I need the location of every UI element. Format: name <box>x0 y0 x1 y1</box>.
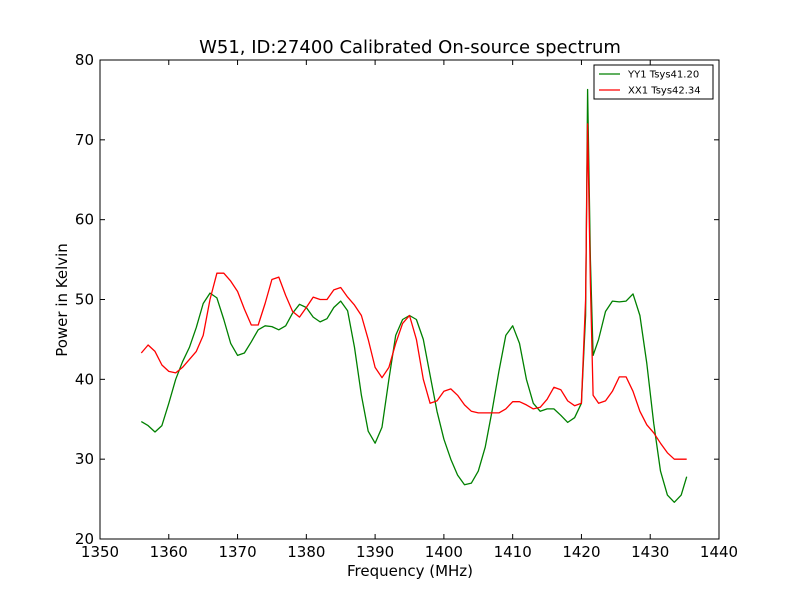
x-tick-label: 1410 <box>494 543 532 561</box>
series-line-0 <box>140 88 688 503</box>
x-tick-label: 1440 <box>700 543 738 561</box>
x-tick-label: 1370 <box>218 543 256 561</box>
y-tick-label: 60 <box>75 211 94 229</box>
legend-label-yy1: YY1 Tsys41.20 <box>627 70 699 81</box>
x-tick-label: 1390 <box>356 543 394 561</box>
x-axis-ticks: 1350 1360 1370 1380 1390 1400 1410 1420 1430 1440 <box>81 60 738 561</box>
y-tick-label: 20 <box>75 530 94 548</box>
x-tick-label: 1380 <box>287 543 325 561</box>
x-axis-label: Frequency (MHz) <box>347 562 473 580</box>
legend-label-xx1: XX1 Tsys42.34 <box>628 86 701 97</box>
legend: YY1 Tsys41.20 XX1 Tsys42.34 <box>593 64 714 100</box>
y-tick-label: 30 <box>75 450 94 468</box>
series-line-1 <box>140 123 687 460</box>
y-tick-label: 40 <box>75 370 94 388</box>
x-tick-label: 1350 <box>81 543 119 561</box>
x-tick-label: 1360 <box>150 543 188 561</box>
x-tick-label: 1400 <box>425 543 463 561</box>
x-tick-label: 1420 <box>562 543 600 561</box>
x-tick-label: 1430 <box>631 543 669 561</box>
y-axis-label: Power in Kelvin <box>53 243 71 357</box>
y-tick-label: 80 <box>75 51 94 69</box>
chart-title: W51, ID:27400 Calibrated On-source spect… <box>199 37 621 58</box>
y-axis-ticks: 20 30 40 50 60 70 80 <box>75 51 719 548</box>
legend-box <box>593 64 714 100</box>
plot-frame <box>99 59 720 540</box>
series-lines <box>140 88 688 503</box>
y-tick-label: 70 <box>75 131 94 149</box>
y-tick-label: 50 <box>75 291 94 309</box>
